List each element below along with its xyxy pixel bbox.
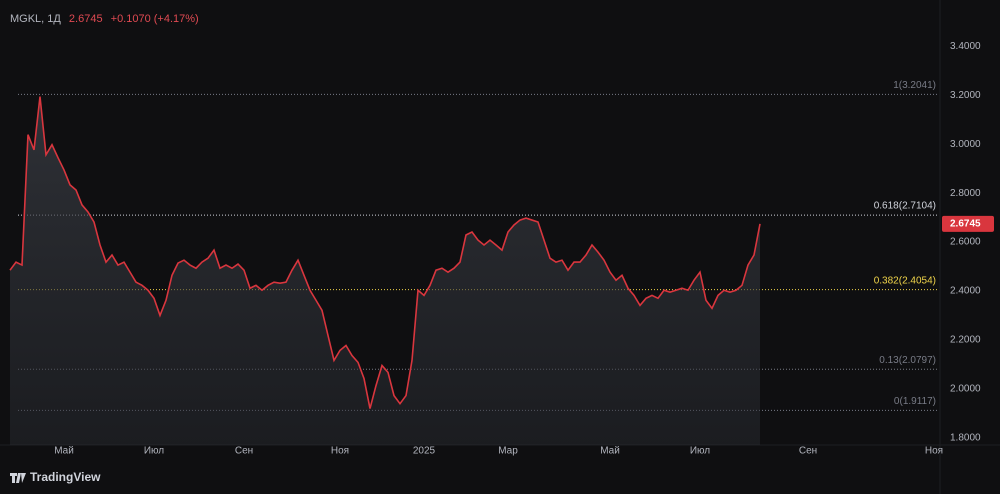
last-price: 2.6745 (68, 13, 103, 25)
x-tick-label: Мар (498, 446, 518, 457)
x-tick-label: Май (54, 446, 74, 457)
fib-label: 0.13(2.0797) (879, 355, 936, 366)
x-tick-label: Ноя (925, 446, 943, 457)
logo (10, 472, 26, 483)
fib-label: 1(3.2041) (893, 80, 936, 91)
x-tick-label: Ноя (331, 446, 349, 457)
x-tick-label: Июл (690, 446, 710, 457)
header: MGKL, 1Д 2.6745 +0.1070 (+4.17%) (10, 13, 204, 25)
area-fill (10, 96, 760, 445)
y-tick-label: 2.8000 (950, 188, 981, 199)
change: +0.1070 (+4.17%) (110, 13, 199, 25)
y-tick-label: 2.0000 (950, 383, 981, 394)
fib-label: 0.618(2.7104) (874, 201, 936, 212)
y-tick-label: 1.8000 (950, 432, 981, 443)
symbol: MGKL, 1Д (10, 13, 61, 25)
x-tick-label: Май (600, 446, 620, 457)
x-tick-label: Июл (144, 446, 164, 457)
y-tick-label: 3.0000 (950, 139, 981, 150)
fib-label: 0.382(2.4054) (874, 275, 936, 286)
price-tag (942, 215, 994, 232)
y-tick-label: 3.2000 (950, 90, 981, 101)
y-tick-label: 2.6000 (950, 237, 981, 248)
brand: TradingView (10, 470, 100, 484)
x-tick-label: 2025 (413, 446, 436, 457)
price-line (9, 96, 761, 409)
fib-label: 0(1.9117) (894, 396, 936, 407)
brand-name: TradingView (30, 470, 101, 484)
y-tick-label: 2.4000 (950, 286, 981, 297)
y-tick-label: 2.2000 (950, 335, 981, 346)
x-tick-label: Сен (799, 446, 817, 457)
y-tick-label: 3.4000 (950, 41, 981, 52)
price-tag-label: 2.6745 (950, 218, 981, 229)
x-tick-label: Сен (235, 446, 253, 457)
